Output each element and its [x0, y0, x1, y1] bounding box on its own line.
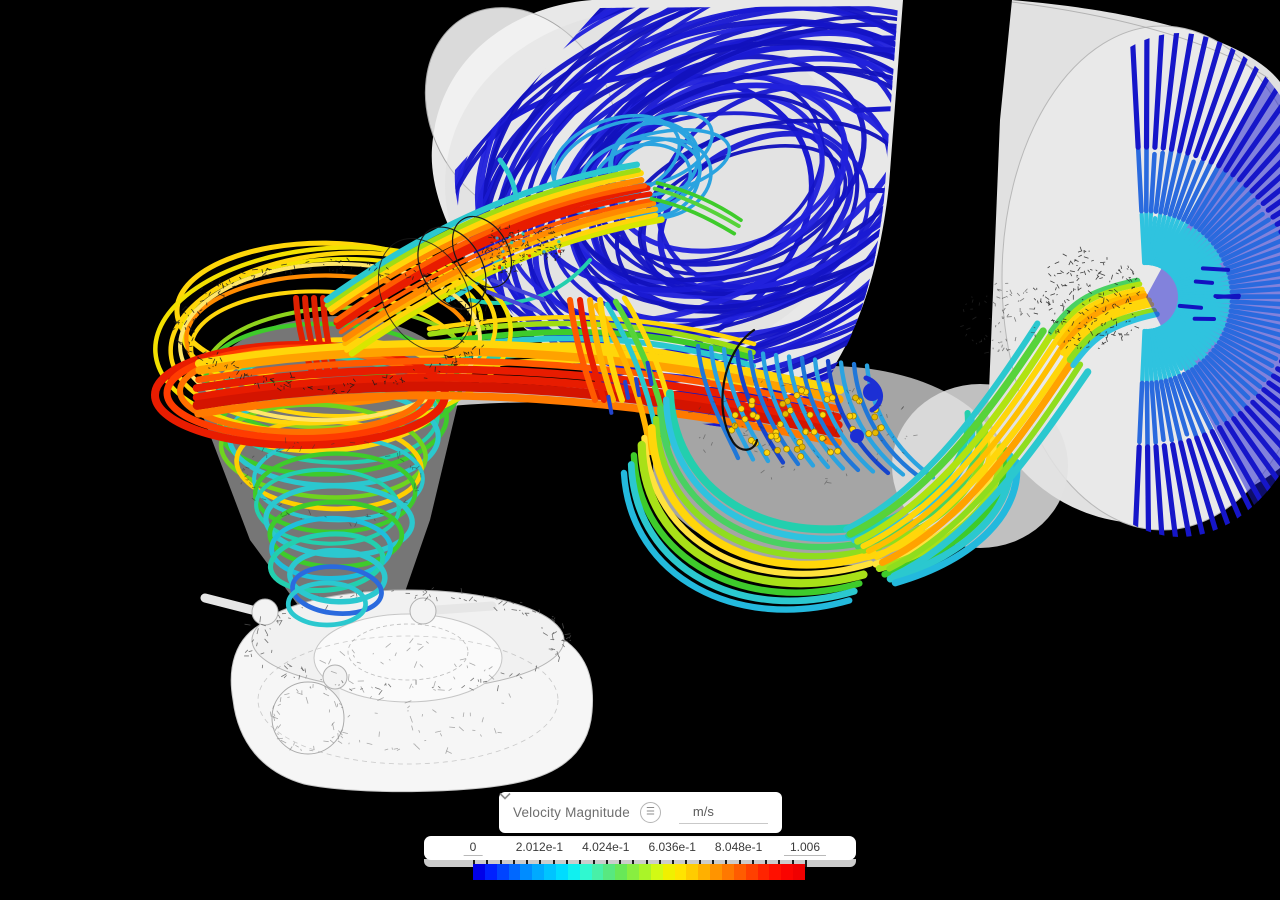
colorbar-segment	[544, 864, 557, 880]
colorbar-tick-mark	[685, 860, 688, 864]
colorbar-tick-mark	[805, 860, 807, 867]
colorbar-segment	[567, 864, 580, 880]
colorbar-tick-mark	[632, 860, 635, 864]
base-dome	[313, 613, 503, 703]
colorbar-label-strip: 0 2.012e-1 4.024e-1 6.036e-1 8.048e-1 1.006	[424, 836, 856, 860]
colorbar-tick-mark	[658, 860, 661, 864]
colorbar-tick-mark	[605, 860, 608, 867]
colorbar-segment	[710, 864, 723, 880]
colorbar-tick-mark	[526, 860, 529, 864]
colorbar-segment	[793, 864, 806, 880]
colorbar-tick-mark	[751, 860, 754, 864]
colorbar-tick-label: 2.012e-1	[515, 840, 564, 854]
mesh-wireframe-speckles	[172, 246, 1141, 527]
legend-field-label: Velocity Magnitude	[513, 805, 630, 820]
volute-swirl-streamlines	[567, 277, 1160, 613]
colorbar-segment	[674, 864, 687, 880]
colorbar-segment	[639, 864, 651, 880]
colorbar-tick-mark	[725, 860, 728, 864]
colorbar	[473, 864, 806, 880]
colorbar-tick-band	[424, 859, 856, 867]
outlet-fan-streamlines	[1127, 33, 1280, 537]
colorbar-tick-mark	[712, 860, 715, 864]
colorbar-tick-mark	[765, 860, 768, 864]
colorbar-segment	[781, 864, 794, 880]
colorbar-segment	[662, 864, 675, 880]
colorbar-segment	[627, 864, 640, 880]
colorbar-segment	[496, 864, 509, 880]
colorbar-tick-label: 8.048e-1	[714, 840, 763, 854]
colorbar-tick-mark	[473, 860, 475, 867]
colorbar-segment	[733, 864, 746, 880]
colorbar-segment	[508, 864, 521, 880]
colorbar-segment	[650, 864, 663, 880]
unit-value: m/s	[692, 803, 714, 819]
colorbar-tick-mark	[565, 860, 568, 864]
legend-controls-panel: Velocity Magnitude ☰ m/s	[499, 792, 782, 833]
colorbar-tick-mark	[512, 860, 515, 864]
colorbar-tick-mark	[486, 860, 489, 864]
base-wireframe-overlay	[244, 587, 572, 754]
colorbar-segment	[745, 864, 758, 880]
colorbar-segment	[722, 864, 734, 880]
colorbar-tick-mark	[791, 860, 794, 864]
colorbar-segment	[556, 864, 568, 880]
colorbar-segment	[520, 864, 533, 880]
colorbar-ticks	[424, 860, 856, 867]
base-port	[271, 681, 345, 755]
hamburger-circle-icon[interactable]: ☰	[639, 802, 661, 823]
colorbar-segment	[615, 864, 628, 880]
colorbar-tick-mark	[552, 860, 555, 864]
colorbar-segment	[579, 864, 592, 880]
colorbar-tick-label[interactable]: 1.006	[783, 840, 827, 856]
colorbar-tick-mark	[539, 860, 542, 867]
unit-select[interactable]: m/s	[499, 792, 768, 824]
colorbar-segment	[757, 864, 770, 880]
colorbar-segment	[698, 864, 711, 880]
colorbar-segment	[686, 864, 699, 880]
colorbar-tick-label: 4.024e-1	[582, 840, 630, 854]
colorbar-tick-mark	[738, 860, 741, 867]
colorbar-segment	[473, 864, 485, 880]
colorbar-tick-mark	[499, 860, 502, 864]
colorbar-tick-label[interactable]: 0	[463, 840, 483, 856]
feed-tube-streamlines	[323, 161, 743, 357]
colorbar-tick-mark	[645, 860, 648, 864]
colorbar-segment	[603, 864, 616, 880]
colorbar-tick-mark	[672, 860, 675, 867]
colorbar-tick-mark	[592, 860, 595, 864]
colorbar-segment	[532, 864, 545, 880]
colorbar-tick-mark	[619, 860, 622, 864]
colorbar-tick-mark	[778, 860, 781, 864]
colorbar-segment	[591, 864, 604, 880]
colorbar-segment	[769, 864, 782, 880]
pump-base-geometry	[200, 589, 594, 793]
colorbar-segment	[484, 864, 497, 880]
chevron-down-icon	[499, 792, 511, 800]
colorbar-tick-label: 6.036e-1	[648, 840, 696, 854]
colorbar-tick-mark	[579, 860, 582, 864]
colorbar-tick-mark	[698, 860, 701, 864]
